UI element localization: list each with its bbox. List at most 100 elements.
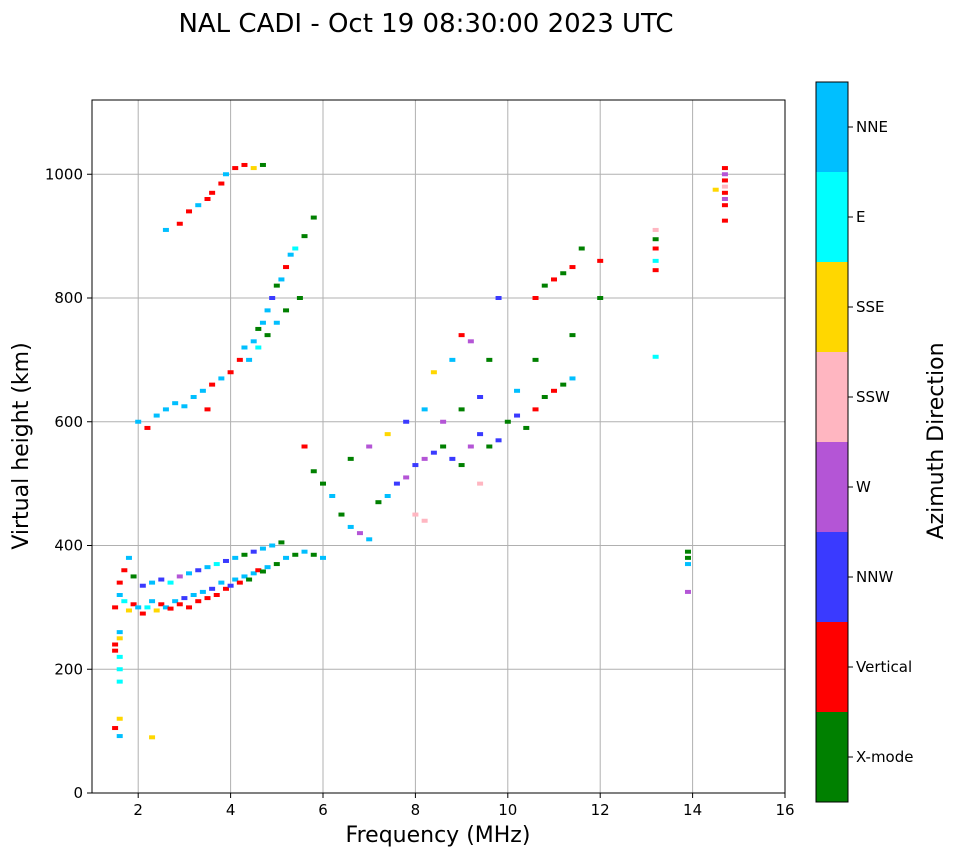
echo-point xyxy=(250,339,257,344)
echo-point xyxy=(162,605,169,610)
echo-point xyxy=(652,227,659,232)
echo-point xyxy=(504,419,511,424)
echo-point xyxy=(560,271,567,276)
echo-point xyxy=(158,602,165,607)
echo-point xyxy=(532,407,539,412)
echo-point xyxy=(301,234,308,239)
colorbar-segment xyxy=(816,442,848,532)
echo-point xyxy=(356,531,363,536)
echo-point xyxy=(329,494,336,498)
echo-point xyxy=(112,648,119,653)
echo-point xyxy=(684,562,691,567)
echo-point xyxy=(227,370,234,375)
echo-point xyxy=(338,512,345,517)
echo-point xyxy=(264,333,271,338)
echo-point xyxy=(320,481,326,486)
y-tick-label: 0 xyxy=(73,784,83,802)
echo-point xyxy=(116,630,123,635)
x-tick-label: 6 xyxy=(318,801,328,819)
echo-point xyxy=(273,562,280,567)
echo-point xyxy=(259,320,266,325)
echo-point xyxy=(440,419,447,424)
echo-point xyxy=(301,444,308,449)
echo-point xyxy=(241,574,248,579)
echo-point xyxy=(721,166,728,171)
echo-point xyxy=(176,574,183,579)
echo-point xyxy=(264,308,271,313)
echo-point xyxy=(684,549,691,554)
echo-point xyxy=(541,283,548,288)
echo-point xyxy=(721,197,728,201)
echo-point xyxy=(684,555,691,560)
colorbar-segment xyxy=(816,532,848,622)
x-tick-label: 2 xyxy=(133,801,143,819)
echo-point xyxy=(116,716,123,721)
echo-point xyxy=(116,593,123,597)
x-tick-label: 12 xyxy=(591,801,610,819)
echo-point xyxy=(181,404,188,409)
echo-point xyxy=(477,395,484,399)
echo-point xyxy=(241,162,248,167)
echo-point xyxy=(278,540,285,545)
echo-point xyxy=(232,555,239,560)
echo-point xyxy=(213,593,220,597)
echo-point xyxy=(578,246,585,251)
echo-point xyxy=(153,413,160,418)
echo-point xyxy=(204,407,211,412)
echo-point xyxy=(255,326,262,331)
echo-point xyxy=(477,481,484,486)
colorbar-segment xyxy=(816,172,848,262)
echo-point xyxy=(458,407,465,412)
colorbar-segment xyxy=(816,82,848,172)
y-axis-label: Virtual height (km) xyxy=(9,342,34,549)
echo-point xyxy=(241,345,248,350)
echo-point xyxy=(232,166,239,171)
echo-point xyxy=(366,537,373,542)
echo-point xyxy=(227,583,234,588)
echo-point xyxy=(403,475,410,480)
echo-point xyxy=(721,203,728,208)
colorbar-segment xyxy=(816,352,848,442)
echo-point xyxy=(269,543,276,548)
colorbar-frame xyxy=(815,81,849,803)
echo-point xyxy=(514,413,521,418)
echo-point xyxy=(652,237,659,242)
echo-point xyxy=(721,190,728,195)
echo-point xyxy=(139,611,146,616)
echo-point xyxy=(246,577,253,582)
echo-point xyxy=(569,376,576,381)
colorbar-category-label: Vertical xyxy=(856,658,912,676)
colorbar-category-label: X-mode xyxy=(856,748,913,766)
echo-point xyxy=(421,518,428,523)
x-axis-ticks: 2 4 6 8 10 12 14 16 xyxy=(133,793,795,819)
echo-point xyxy=(259,569,266,574)
echo-point xyxy=(236,580,243,585)
echo-point xyxy=(153,608,160,613)
echo-point xyxy=(264,565,271,570)
echo-point xyxy=(449,456,456,461)
echo-point xyxy=(167,580,174,585)
echo-point xyxy=(283,308,290,313)
echo-point xyxy=(287,252,294,257)
echo-point xyxy=(195,599,202,604)
echo-point xyxy=(130,574,137,579)
echo-point xyxy=(144,425,151,430)
echo-point xyxy=(477,432,484,437)
echo-point xyxy=(218,376,225,381)
echo-point xyxy=(232,577,239,582)
colorbar-category-label: NNE xyxy=(856,118,888,136)
echo-point xyxy=(259,546,266,551)
echo-point xyxy=(721,184,728,189)
y-axis-ticks: 0 200 400 600 800 1000 xyxy=(45,165,92,802)
echo-point xyxy=(195,568,202,573)
echo-point xyxy=(186,571,193,576)
echo-point xyxy=(384,432,391,437)
y-tick-label: 1000 xyxy=(45,165,83,183)
x-tick-label: 8 xyxy=(411,801,421,819)
echo-point xyxy=(167,606,174,611)
echo-point xyxy=(112,605,119,610)
x-axis-label: Frequency (MHz) xyxy=(346,823,531,848)
echo-point xyxy=(144,605,151,610)
echo-point xyxy=(255,568,262,573)
